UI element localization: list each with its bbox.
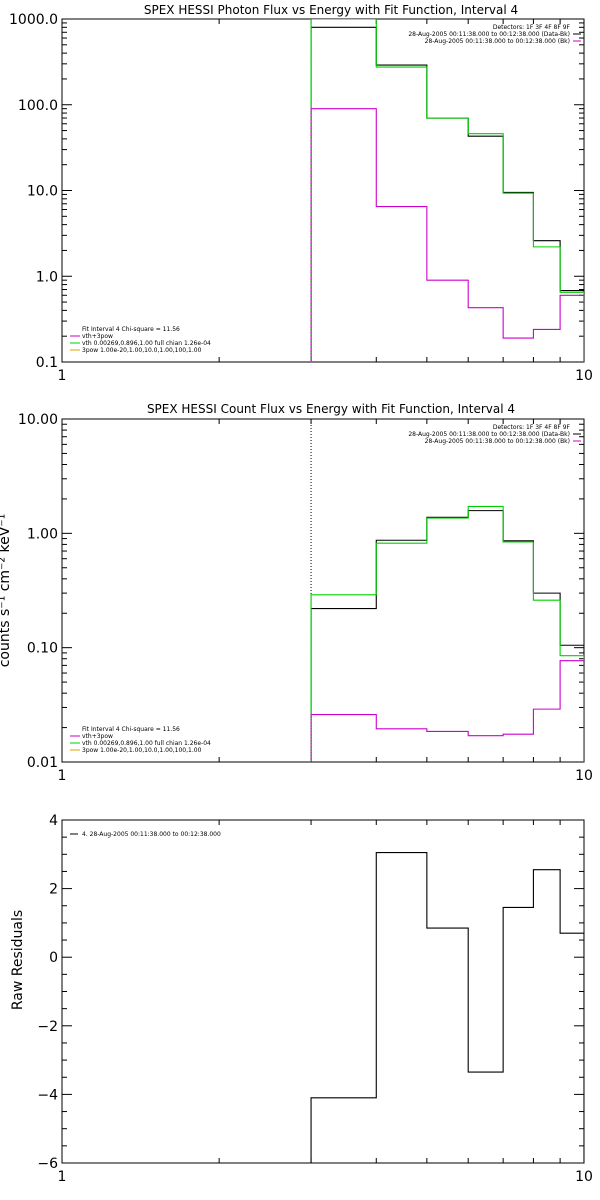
- data-series-step-line: [310, 26, 584, 362]
- axes-frame: [61, 18, 585, 363]
- count-flux-title: SPEX HESSI Count Flux vs Energy with Fit…: [147, 402, 515, 416]
- legend-header-line: 28-Aug-2005 00:11:38.000 to 00:12:38.000…: [408, 431, 570, 438]
- y-tick-label: 100.0: [18, 98, 58, 114]
- y-tick-label: 0: [49, 950, 58, 966]
- photon-flux-plot-area: 1 10 0.1 1.0 10.0 100.0 1000.0: [9, 12, 593, 384]
- legend-fit-line: Fit Interval 4 Chi-square = 11.56: [82, 326, 180, 333]
- legend-fit-line: vth+3pow: [82, 333, 113, 340]
- legend-header-line: Detectors: 1F 3F 4F 8F 9F: [493, 424, 571, 431]
- legend-header-line: 28-Aug-2005 00:11:38.000 to 00:12:38.000…: [425, 38, 570, 45]
- y-tick-label: 1.00: [27, 526, 58, 542]
- y-tick-label: 10.0: [27, 184, 58, 200]
- legend-header-line: 28-Aug-2005 00:11:38.000 to 00:12:38.000…: [425, 438, 570, 445]
- x-tick-label: 10: [575, 768, 593, 784]
- residuals-y-axis-label: Raw Residuals: [10, 910, 26, 1010]
- residuals-plot-area: 1 10 −6 −4 −2 0 2 4: [37, 813, 593, 1185]
- y-tick-label: 0.01: [27, 755, 58, 771]
- y-tick-label: 2: [49, 882, 58, 898]
- x-tick-label: 1: [58, 368, 67, 384]
- legend-fit-line: 3pow 1.00e-20,1.00,10.0,1.00,100,1.00: [82, 747, 202, 754]
- legend-header-line: 28-Aug-2005 00:11:38.000 to 00:12:38.000…: [408, 31, 570, 38]
- legend-fit-line: vth+3pow: [82, 733, 113, 740]
- axes-frame: [61, 418, 585, 763]
- y-tick-label: 0.10: [27, 641, 58, 657]
- y-tick-label: 1.0: [36, 269, 58, 285]
- count-flux-panel: SPEX HESSI Count Flux vs Energy with Fit…: [0, 402, 593, 784]
- y-tick-label: 10.00: [18, 412, 58, 428]
- legend-fit-line: Fit Interval 4 Chi-square = 11.56: [82, 726, 180, 733]
- x-tick-label: 1: [58, 1169, 67, 1185]
- residuals-legend: 4. 28-Aug-2005 00:11:38.000 to 00:12:38.…: [70, 831, 221, 838]
- x-tick-label: 10: [575, 1169, 593, 1185]
- y-axis-label: counts s⁻¹ cm⁻² keV⁻¹: [0, 514, 13, 668]
- axes-frame: [61, 819, 585, 1164]
- legend-fit-line: vth 0.00269,0.896,1.00 full chian 1.26e-…: [82, 340, 211, 347]
- total-series-step-line: [310, 19, 584, 362]
- residuals-panel: Raw Residuals 1 10 −6 −4 −2 0 2 4 4. 28-Aug-200…: [10, 813, 593, 1185]
- count-flux-plot-area: 1 10 0.01 0.10 1.00 10.00: [18, 412, 593, 784]
- data-series-step-line: [310, 852, 584, 1163]
- component-series-step-line: [310, 660, 584, 762]
- photon-flux-title: SPEX HESSI Photon Flux vs Energy with Fi…: [144, 3, 518, 17]
- data-series-step-line: [310, 510, 584, 762]
- y-tick-label: −4: [37, 1087, 58, 1103]
- count-flux-y-axis-label: counts s⁻¹ cm⁻² keV⁻¹: [0, 514, 13, 668]
- legend-fit-line: vth 0.00269,0.896,1.00 full chian 1.26e-…: [82, 740, 211, 747]
- y-tick-label: 0.1: [36, 355, 58, 371]
- legend-header-line: Detectors: 1F 3F 4F 8F 9F: [493, 24, 571, 31]
- legend-entry: 4. 28-Aug-2005 00:11:38.000 to 00:12:38.…: [82, 831, 221, 838]
- component-series-step-line: [310, 108, 584, 362]
- legend-fit-line: 3pow 1.00e-20,1.00,10.0,1.00,100,1.00: [82, 347, 202, 354]
- y-tick-label: 4: [49, 813, 58, 829]
- y-tick-label: −6: [37, 1156, 58, 1172]
- y-tick-label: 1000.0: [9, 12, 58, 28]
- photon-flux-panel: SPEX HESSI Photon Flux vs Energy with Fi…: [9, 3, 593, 384]
- total-series-step-line: [310, 505, 584, 762]
- x-tick-label: 1: [58, 768, 67, 784]
- y-tick-label: −2: [37, 1019, 58, 1035]
- x-tick-label: 10: [575, 368, 593, 384]
